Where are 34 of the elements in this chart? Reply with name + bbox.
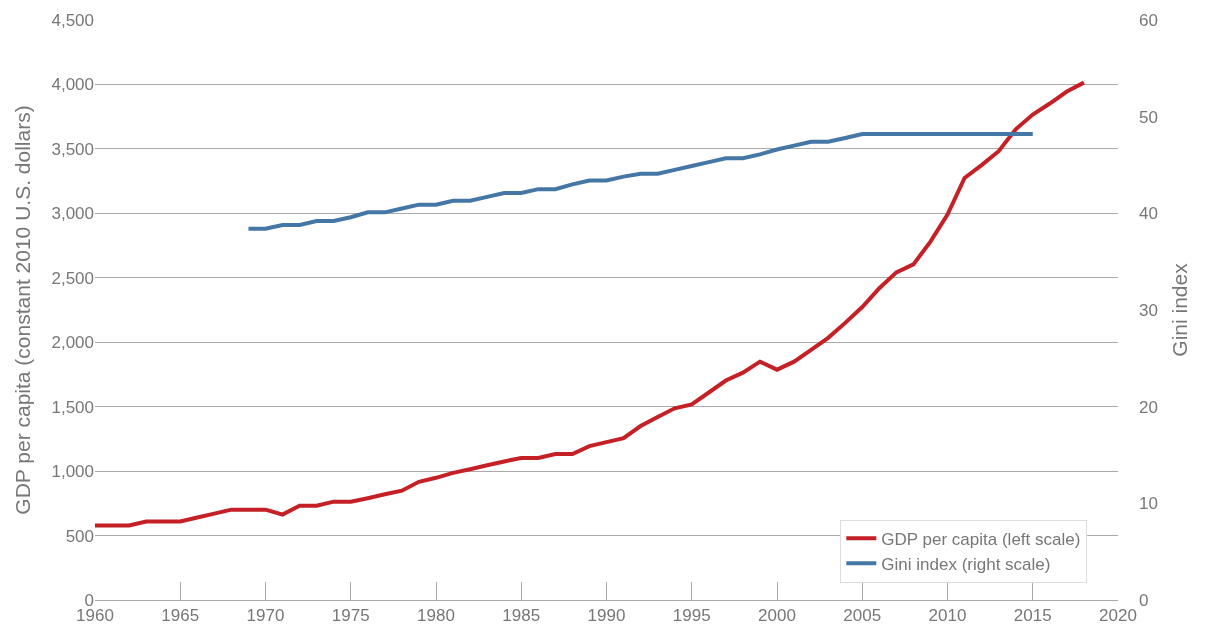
- x-tick-label: 1995: [672, 606, 711, 626]
- y2-axis-title: Gini index: [1168, 262, 1192, 357]
- x-tick-label: 2000: [758, 606, 796, 626]
- x-tick-label: 1990: [587, 606, 626, 626]
- y2-tick-label: 50: [1139, 107, 1158, 127]
- x-tick-label: 1965: [161, 606, 200, 626]
- y-tick-label: 1,000: [51, 462, 94, 482]
- x-tick-label: 2015: [1013, 606, 1052, 626]
- x-tick-label: 2005: [843, 606, 882, 626]
- y2-tick-label: 10: [1139, 494, 1158, 514]
- x-tick-label: 1985: [502, 606, 541, 626]
- y-tick-label: 2,000: [51, 333, 94, 353]
- legend-label: Gini index (right scale): [881, 554, 1051, 574]
- y-tick-label: 4,500: [51, 10, 94, 30]
- y2-tick-label: 20: [1139, 397, 1158, 417]
- line-series: [246, 132, 1035, 231]
- x-tick-label: 1970: [246, 606, 285, 626]
- y2-tick-label: 30: [1139, 300, 1158, 320]
- y-tick-label: 500: [65, 526, 94, 546]
- x-tick-label: 2010: [928, 606, 967, 626]
- y-axis-title: GDP per capita (constant 2010 U.S. dollars): [10, 105, 34, 515]
- y2-tick-label: 40: [1139, 204, 1158, 224]
- y2-tick-label: 0: [1139, 590, 1149, 610]
- line-series: [95, 80, 1086, 528]
- y-tick-label: 4,000: [51, 75, 94, 95]
- legend-label: GDP per capita (left scale): [881, 529, 1081, 549]
- y-tick-label: 3,500: [51, 139, 94, 159]
- y-tick-label: 2,500: [51, 268, 94, 288]
- y-tick-label: 3,000: [51, 204, 94, 224]
- x-tick-label: 2020: [1099, 606, 1137, 626]
- x-tick-label: 1980: [417, 606, 455, 626]
- y2-tick-label: 60: [1139, 10, 1158, 30]
- x-tick-label: 1975: [331, 606, 370, 626]
- y-tick-label: 1,500: [51, 397, 94, 417]
